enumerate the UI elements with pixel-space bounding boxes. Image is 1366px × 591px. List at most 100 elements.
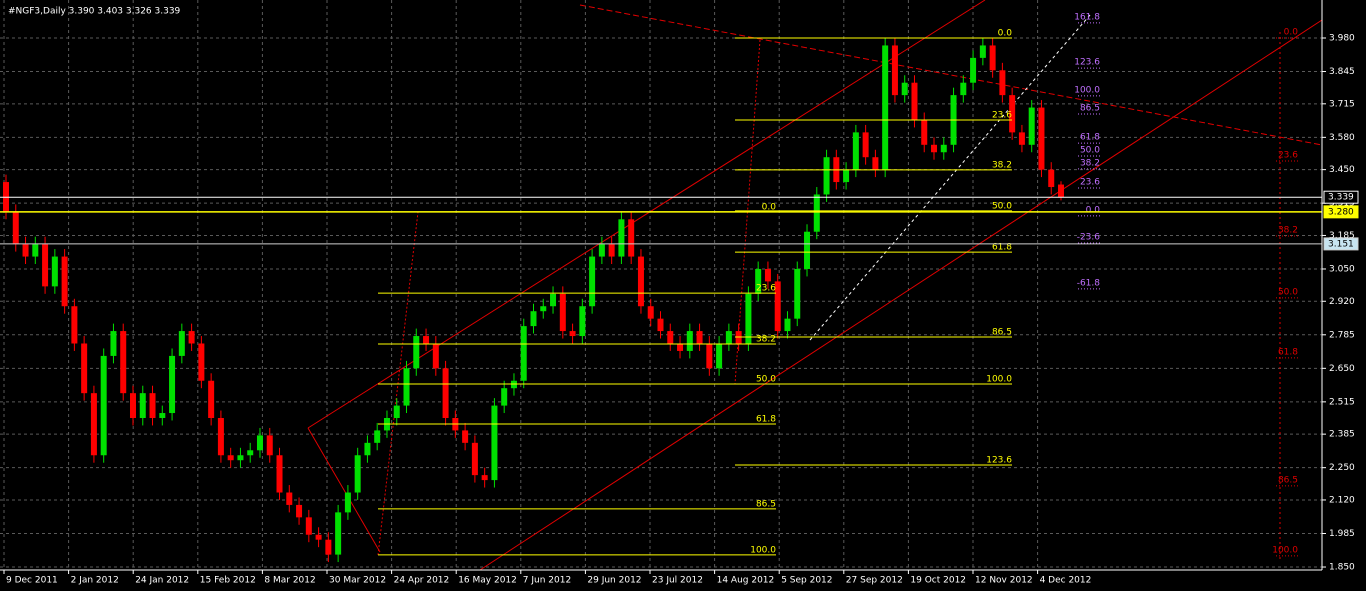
y-tick-label: 2.650 (1329, 364, 1355, 374)
candle-body (227, 455, 234, 461)
x-tick-label: 12 Nov 2012 (975, 576, 1033, 586)
fib-label: 50.0 (992, 201, 1012, 211)
y-tick-label: 2.920 (1329, 297, 1355, 307)
candle-body (491, 405, 498, 481)
y-tick-label: 3.450 (1329, 165, 1355, 175)
candle-body (862, 132, 869, 158)
fib-label: 23.6 (1080, 178, 1100, 188)
channel-upper (307, 0, 986, 429)
y-tick-label: 3.185 (1329, 231, 1355, 241)
x-tick-label: 15 Feb 2012 (200, 576, 256, 586)
x-tick-label: 8 Mar 2012 (264, 576, 315, 586)
candle-body (61, 256, 68, 307)
price-tag-label: 3.151 (1328, 239, 1354, 249)
x-tick-label: 16 May 2012 (458, 576, 517, 586)
x-tick-label: 24 Apr 2012 (394, 576, 450, 586)
y-tick-label: 2.515 (1329, 397, 1355, 407)
candle-body (989, 45, 996, 71)
candle-body (325, 539, 332, 555)
y-tick-label: 2.385 (1329, 430, 1355, 440)
candle-body (872, 157, 879, 170)
candle-body (891, 45, 898, 96)
candle-body (618, 219, 625, 257)
candle-body (901, 82, 908, 96)
x-tick-label: 27 Sep 2012 (846, 576, 903, 586)
candle-body (129, 393, 136, 418)
candle-body (12, 211, 19, 245)
fib-label: 86.5 (756, 499, 776, 509)
candle-body (677, 343, 684, 351)
candle-body (296, 504, 303, 518)
candle-body (540, 306, 547, 312)
candle-body (960, 82, 967, 96)
candle-body (637, 256, 644, 307)
candle-body (501, 388, 508, 406)
candle-body (1009, 95, 1016, 133)
candle-body (608, 244, 615, 257)
candle-body (208, 380, 215, 418)
candle-body (579, 306, 586, 337)
candle-body (520, 326, 527, 381)
candle-body (921, 119, 928, 145)
y-tick-label: 2.250 (1329, 463, 1355, 473)
price-tag (1323, 190, 1359, 204)
candle-body (22, 244, 29, 257)
candle-body (354, 455, 361, 493)
candle-body (481, 475, 488, 481)
candle-body (120, 331, 127, 394)
fib-label: 61.8 (1080, 133, 1100, 143)
candle-body (530, 311, 537, 327)
candle-body (374, 430, 381, 443)
chart-title: #NGF3,Daily 3.390 3.403 3.326 3.339 (8, 7, 181, 17)
candle-body (42, 244, 49, 287)
candle-body (442, 368, 449, 418)
fib-label: 38.2 (756, 334, 776, 344)
candle-body (657, 318, 664, 332)
candle-body (716, 343, 723, 369)
candle-body (1018, 132, 1025, 145)
candle-body (813, 194, 820, 232)
channel-edge (307, 427, 381, 553)
price-tag-label: 3.280 (1328, 207, 1354, 217)
candle-body (804, 231, 811, 269)
candle-body (569, 331, 576, 337)
candle-body (32, 244, 39, 257)
y-tick-label: 3.845 (1329, 67, 1355, 77)
y-tick-label: 3.050 (1329, 264, 1355, 274)
candle-body (247, 450, 254, 456)
candle-body (364, 442, 371, 456)
candle-body (931, 144, 938, 153)
candle-body (628, 219, 635, 257)
x-tick-label: 19 Oct 2012 (910, 576, 966, 586)
candle-body (882, 45, 889, 170)
fib-label: 38.2 (992, 160, 1012, 170)
candle-body (471, 442, 478, 476)
candle-body (462, 430, 469, 443)
candle-body (1038, 107, 1045, 170)
y-tick-label: 1.985 (1329, 529, 1355, 539)
fib-label: 0.0 (1284, 28, 1299, 38)
candle-body (178, 331, 185, 356)
candle-body (755, 268, 762, 294)
candle-body (940, 144, 947, 153)
candle-body (266, 435, 273, 456)
fib-label: 100.0 (1074, 85, 1100, 95)
labels: 3.9803.8453.7153.5803.4503.3153.1853.050… (0, 12, 1359, 586)
candle-body (667, 331, 674, 344)
candle-body (51, 256, 58, 287)
price-tag (1323, 237, 1359, 251)
candle-body (90, 393, 97, 456)
candle-body (305, 517, 312, 535)
candle-body (725, 331, 732, 344)
channel-lower (479, 19, 1323, 571)
candle-body (970, 57, 977, 83)
fib-label: -61.8 (1077, 278, 1101, 288)
candle-body (81, 343, 88, 394)
x-tick-label: 7 Jun 2012 (523, 576, 571, 586)
candle-body (71, 306, 78, 344)
candle-body (139, 393, 146, 418)
candle-body (794, 268, 801, 319)
price-tag (1323, 205, 1359, 219)
